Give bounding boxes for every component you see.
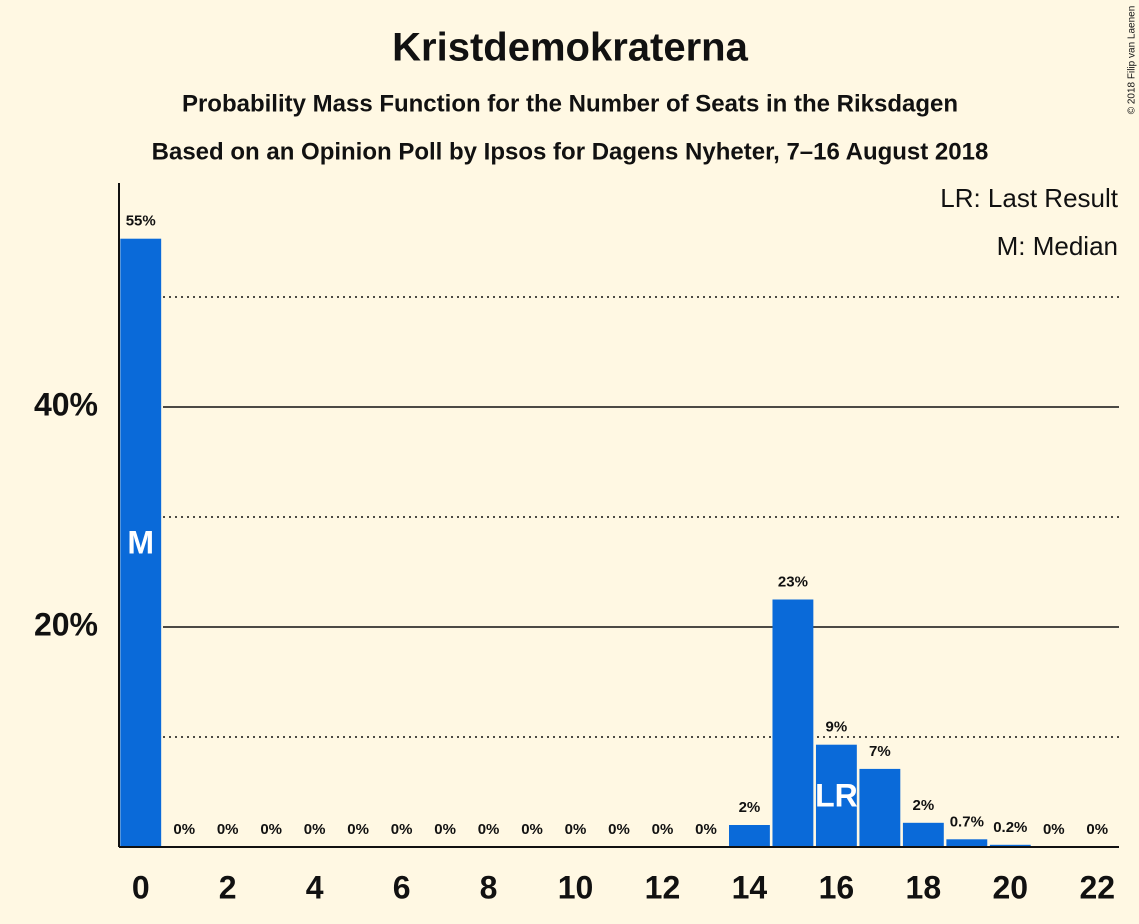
value-label: 2%	[913, 797, 935, 814]
legend-entry: LR: Last Result	[940, 183, 1119, 213]
chart-subtitle: Based on an Opinion Poll by Ipsos for Da…	[152, 138, 989, 165]
value-label: 0%	[347, 821, 369, 838]
value-label: 0%	[260, 821, 282, 838]
x-tick-label: 18	[906, 869, 942, 905]
legend-entry: M: Median	[997, 231, 1118, 261]
x-tick-label: 4	[306, 869, 324, 905]
bar	[729, 825, 770, 847]
bar	[902, 822, 944, 847]
value-label: 0.2%	[993, 819, 1027, 836]
value-label: 0%	[1043, 821, 1065, 838]
x-tick-label: 8	[480, 869, 498, 905]
value-label: 7%	[869, 743, 891, 760]
chart-title: Kristdemokraterna	[392, 26, 748, 70]
bar	[815, 744, 857, 847]
chart-subtitle: Probability Mass Function for the Number…	[182, 90, 958, 117]
x-tick-label: 16	[819, 869, 855, 905]
bar-annotation: LR	[815, 777, 858, 813]
bar	[120, 238, 162, 847]
x-tick-label: 22	[1079, 869, 1115, 905]
value-label: 0%	[565, 821, 587, 838]
value-label: 9%	[826, 719, 848, 736]
value-label: 0%	[652, 821, 674, 838]
value-label: 0%	[521, 821, 543, 838]
x-tick-label: 2	[219, 869, 237, 905]
value-label: 55%	[126, 213, 156, 230]
y-tick-label: 20%	[34, 606, 98, 642]
value-label: 0%	[695, 821, 717, 838]
x-tick-label: 12	[645, 869, 681, 905]
value-label: 0%	[391, 821, 413, 838]
x-tick-label: 0	[132, 869, 150, 905]
value-label: 0%	[478, 821, 500, 838]
x-tick-label: 10	[558, 869, 594, 905]
value-label: 0%	[434, 821, 456, 838]
x-tick-label: 6	[393, 869, 411, 905]
x-tick-label: 14	[732, 869, 768, 905]
x-tick-label: 20	[993, 869, 1029, 905]
value-label: 0.7%	[950, 813, 984, 830]
value-label: 0%	[1086, 821, 1108, 838]
bar	[772, 599, 814, 847]
value-label: 2%	[739, 799, 761, 816]
value-label: 23%	[778, 573, 808, 590]
value-label: 0%	[608, 821, 630, 838]
bar	[989, 844, 1031, 847]
copyright: © 2018 Filip van Laenen	[1127, 6, 1138, 115]
bar	[859, 768, 901, 847]
value-label: 0%	[304, 821, 326, 838]
y-tick-label: 40%	[34, 386, 98, 422]
value-label: 0%	[217, 821, 239, 838]
value-label: 0%	[173, 821, 195, 838]
bar	[946, 839, 988, 847]
bar-annotation: M	[127, 524, 154, 560]
